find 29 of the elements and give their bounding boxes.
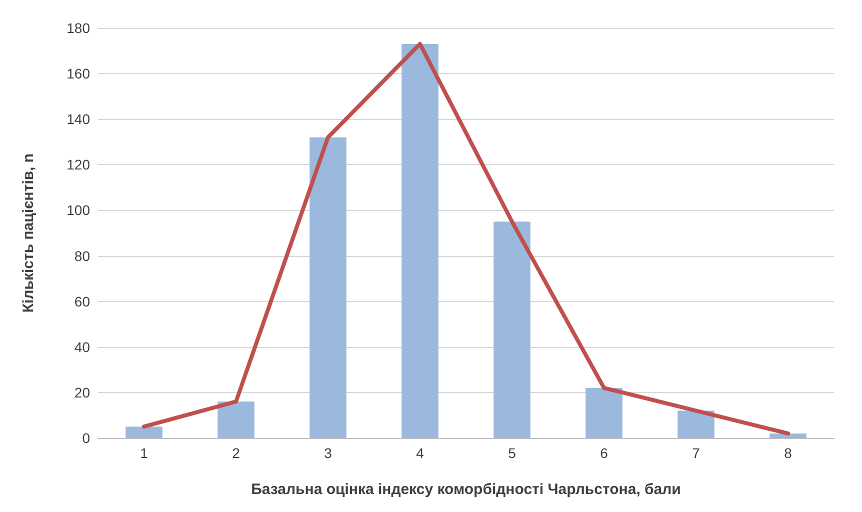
y-tick-label: 120	[66, 156, 90, 173]
x-tick-label: 5	[508, 445, 516, 461]
x-tick-label: 3	[324, 445, 332, 461]
bar	[494, 222, 530, 438]
bar	[402, 44, 438, 438]
x-tick-label: 7	[692, 445, 700, 461]
bar	[678, 410, 714, 438]
x-axis-title: Базальна оцінка індексу коморбідності Чарльстона, бали	[251, 481, 681, 498]
bar	[310, 137, 346, 438]
y-tick-label: 140	[66, 111, 90, 128]
y-tick-label: 40	[74, 338, 90, 355]
y-tick-label: 0	[82, 430, 90, 446]
x-tick-label: 4	[416, 445, 424, 461]
y-tick-label: 180	[66, 20, 90, 36]
y-tick-label: 60	[74, 293, 90, 310]
x-tick-label: 2	[232, 445, 240, 461]
x-tick-label: 8	[784, 445, 792, 461]
y-tick-label: 80	[74, 248, 90, 264]
y-tick-label: 160	[66, 66, 90, 82]
x-tick-label: 6	[600, 445, 608, 461]
y-axis-title: Кількість пацієнтів, n	[20, 153, 37, 313]
y-tick-label: 20	[74, 384, 90, 400]
x-tick-label: 1	[140, 445, 148, 461]
bar	[126, 426, 162, 438]
bar	[218, 402, 254, 438]
bar	[586, 388, 622, 438]
bar	[770, 433, 806, 438]
y-tick-label: 100	[66, 202, 90, 218]
line-series	[142, 42, 790, 436]
